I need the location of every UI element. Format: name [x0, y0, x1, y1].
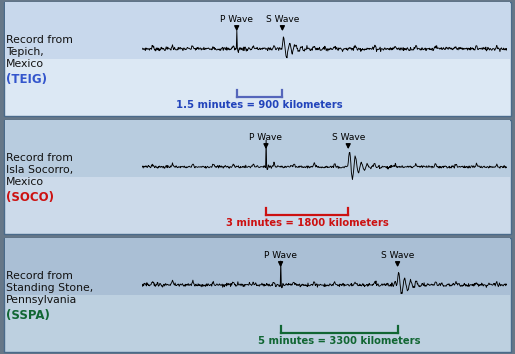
Text: Tepich,: Tepich, [6, 47, 44, 57]
Text: 5 minutes = 3300 kilometers: 5 minutes = 3300 kilometers [258, 336, 420, 346]
Text: Record from: Record from [6, 35, 73, 45]
Text: Mexico: Mexico [6, 59, 44, 69]
Text: Isla Socorro,: Isla Socorro, [6, 165, 74, 175]
Text: Mexico: Mexico [6, 177, 44, 187]
Text: 3 minutes = 1800 kilometers: 3 minutes = 1800 kilometers [226, 218, 388, 228]
Text: Record from: Record from [6, 153, 73, 163]
Text: (SSPA): (SSPA) [6, 309, 50, 322]
Text: Record from: Record from [6, 271, 73, 281]
Text: Standing Stone,: Standing Stone, [6, 283, 93, 293]
Text: S Wave: S Wave [266, 15, 299, 24]
Text: P Wave: P Wave [264, 251, 297, 260]
Text: Pennsylvania: Pennsylvania [6, 295, 77, 305]
Text: P Wave: P Wave [220, 15, 253, 24]
Text: P Wave: P Wave [249, 133, 282, 142]
Text: S Wave: S Wave [332, 133, 365, 142]
Text: 1.5 minutes = 900 kilometers: 1.5 minutes = 900 kilometers [176, 99, 343, 110]
Text: S Wave: S Wave [381, 251, 414, 260]
Text: (SOCO): (SOCO) [6, 191, 54, 204]
Text: (TEIG): (TEIG) [6, 73, 47, 86]
